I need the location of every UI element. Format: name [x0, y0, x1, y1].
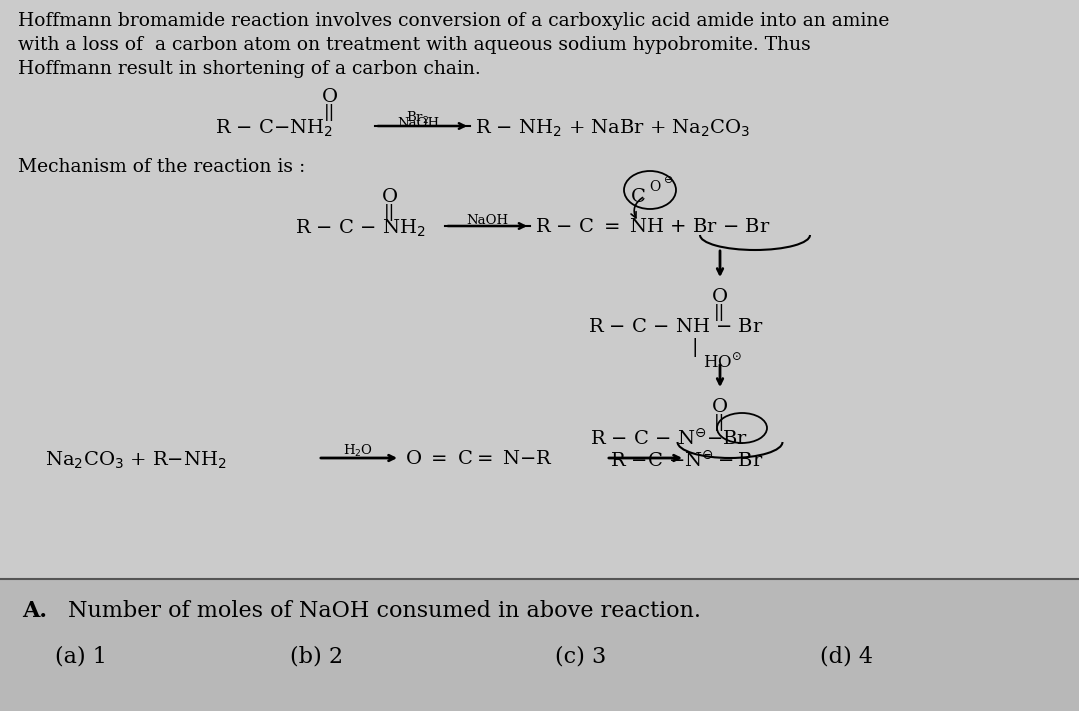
Text: C: C: [630, 188, 645, 206]
Text: HO$^{\odot}$: HO$^{\odot}$: [704, 354, 742, 373]
Text: (c) 3: (c) 3: [555, 645, 606, 667]
Text: ||: ||: [325, 104, 336, 121]
Text: R $-$ C $-$ NH$_2$: R $-$ C $-$ NH$_2$: [295, 218, 425, 240]
Text: with a loss of  a carbon atom on treatment with aqueous sodium hypobromite. Thus: with a loss of a carbon atom on treatmen…: [18, 36, 810, 54]
Text: O: O: [650, 180, 660, 194]
Text: |: |: [692, 338, 698, 357]
Text: $\ominus$: $\ominus$: [663, 174, 673, 185]
Text: NaOH: NaOH: [466, 214, 508, 227]
Text: Na$_2$CO$_3$ + R$-$NH$_2$: Na$_2$CO$_3$ + R$-$NH$_2$: [45, 450, 227, 471]
Text: Hoffmann bromamide reaction involves conversion of a carboxylic acid amide into : Hoffmann bromamide reaction involves con…: [18, 12, 889, 30]
Text: O: O: [712, 288, 728, 306]
Text: R $-$ C $-$ N$^{\ominus}$$-$Br: R $-$ C $-$ N$^{\ominus}$$-$Br: [590, 428, 748, 449]
Text: O: O: [712, 398, 728, 416]
Text: ||: ||: [384, 204, 396, 221]
Text: NaOH: NaOH: [397, 117, 439, 130]
Text: A.: A.: [22, 600, 47, 622]
Text: R $-$ NH$_2$ + NaBr + Na$_2$CO$_3$: R $-$ NH$_2$ + NaBr + Na$_2$CO$_3$: [475, 118, 751, 139]
Text: R $-$ C $=$ NH $+$ Br $-$ Br: R $-$ C $=$ NH $+$ Br $-$ Br: [535, 218, 770, 236]
Text: O $=$ C$=$ N$-$R: O $=$ C$=$ N$-$R: [405, 450, 552, 468]
Text: R $-$ C$-$NH$_2$: R $-$ C$-$NH$_2$: [215, 118, 333, 139]
Text: O: O: [382, 188, 398, 206]
Text: ||: ||: [714, 304, 725, 321]
Text: O: O: [322, 88, 338, 106]
Text: ||: ||: [714, 414, 725, 431]
Text: (d) 4: (d) 4: [820, 645, 873, 667]
Text: R $-$C $-$N$^{\ominus}-$Br: R $-$C $-$N$^{\ominus}-$Br: [610, 450, 764, 471]
Text: Number of moles of NaOH consumed in above reaction.: Number of moles of NaOH consumed in abov…: [68, 600, 701, 622]
Text: H$_2$O: H$_2$O: [343, 443, 373, 459]
Text: Br$_2$: Br$_2$: [407, 110, 429, 126]
Text: (a) 1: (a) 1: [55, 645, 107, 667]
Bar: [0, 579, 1079, 711]
Text: Mechanism of the reaction is :: Mechanism of the reaction is :: [18, 158, 305, 176]
Text: Hoffmann result in shortening of a carbon chain.: Hoffmann result in shortening of a carbo…: [18, 60, 481, 78]
Text: (b) 2: (b) 2: [290, 645, 343, 667]
Text: R $-$ C $-$ NH $-$ Br: R $-$ C $-$ NH $-$ Br: [588, 318, 764, 336]
